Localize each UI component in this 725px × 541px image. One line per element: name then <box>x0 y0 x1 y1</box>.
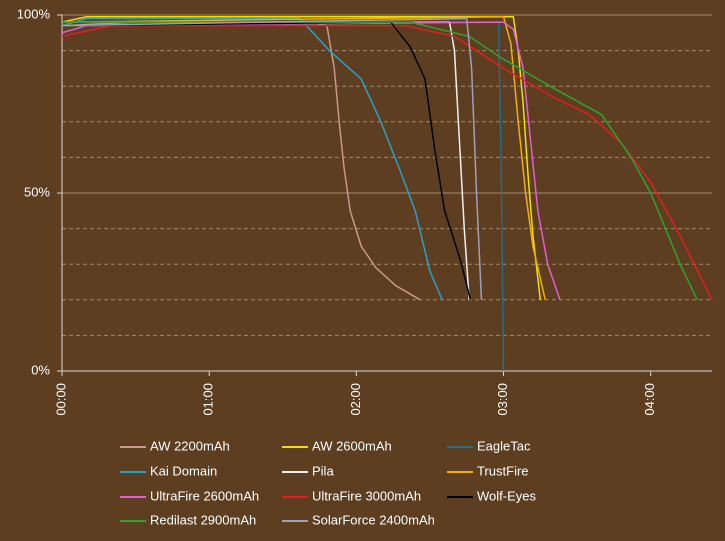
y-tick-label: 100% <box>17 6 51 21</box>
legend-label: AW 2200mAh <box>150 438 230 453</box>
legend-label: UltraFire 3000mAh <box>312 488 421 503</box>
legend-label: Wolf-Eyes <box>477 488 536 503</box>
legend-label: UltraFire 2600mAh <box>150 488 259 503</box>
legend-label: Redilast 2900mAh <box>150 512 256 527</box>
series-line <box>61 16 542 300</box>
legend-label: Kai Domain <box>150 463 217 478</box>
legend-label: SolarForce 2400mAh <box>312 512 435 527</box>
series-line <box>62 21 698 301</box>
series-line <box>61 24 713 301</box>
x-tick-label: 00:00 <box>53 383 68 416</box>
series-line <box>61 17 443 301</box>
y-tick-label: 0% <box>31 362 50 377</box>
legend-label: TrustFire <box>477 463 529 478</box>
series-line <box>61 21 472 300</box>
series-line <box>61 17 483 300</box>
x-tick-label: 04:00 <box>642 383 657 416</box>
legend-label: AW 2600mAh <box>312 438 392 453</box>
legend-label: Pila <box>312 463 334 478</box>
series-line <box>61 16 546 300</box>
y-tick-label: 50% <box>24 184 50 199</box>
legend-label: EagleTac <box>477 438 531 453</box>
x-tick-label: 02:00 <box>348 383 363 416</box>
x-tick-label: 03:00 <box>495 383 510 416</box>
x-tick-label: 01:00 <box>201 383 216 416</box>
